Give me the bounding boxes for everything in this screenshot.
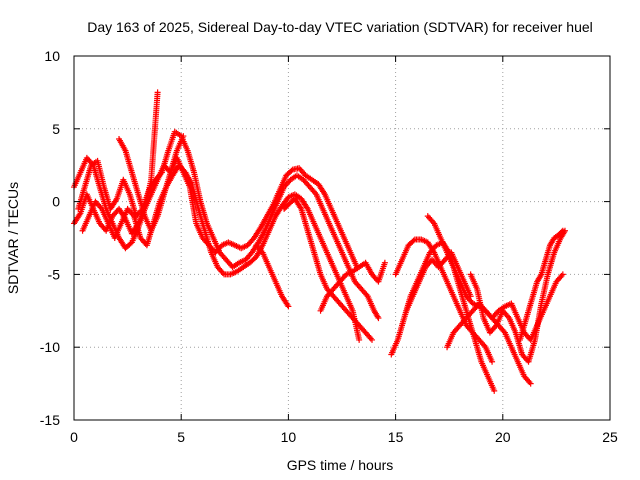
- y-tick-label: -5: [48, 266, 61, 282]
- data-point: [558, 228, 565, 235]
- x-axis-label: GPS time / hours: [287, 457, 394, 473]
- y-tick-label: 5: [52, 121, 60, 137]
- y-tick-label: -15: [40, 412, 60, 428]
- y-tick-label: 0: [52, 194, 60, 210]
- data-point: [559, 227, 566, 234]
- x-tick-label: 20: [495, 429, 511, 445]
- data-point: [467, 293, 474, 300]
- chart-title: Day 163 of 2025, Sidereal Day-to-day VTE…: [87, 19, 593, 35]
- series-track-5: [116, 133, 187, 234]
- y-axis-label: SDTVAR / TECUs: [5, 182, 21, 294]
- x-tick-label: 5: [177, 429, 185, 445]
- data-point: [375, 315, 382, 322]
- axis-ticks: 0 5 10 15 20 25 -15 -10 -5 0 5 10: [40, 48, 618, 445]
- data-point: [489, 358, 496, 365]
- data-point: [356, 336, 363, 343]
- data-point: [381, 259, 388, 266]
- x-tick-label: 10: [281, 429, 297, 445]
- x-tick-label: 0: [70, 429, 78, 445]
- data-point: [527, 380, 534, 387]
- data-point: [410, 237, 417, 244]
- data-point: [491, 387, 498, 394]
- x-tick-label: 25: [602, 429, 618, 445]
- data-point: [154, 89, 161, 96]
- series-track-8: [317, 259, 388, 314]
- plot-frame: [73, 55, 611, 421]
- data-points: [71, 89, 568, 394]
- grid: [74, 56, 610, 420]
- data-point: [559, 271, 566, 278]
- y-tick-label: 10: [44, 48, 60, 64]
- series-track-7: [253, 242, 292, 310]
- series-track-12: [403, 249, 474, 314]
- x-tick-label: 15: [388, 429, 404, 445]
- data-point: [285, 303, 292, 310]
- y-tick-label: -10: [40, 339, 60, 355]
- series-track-10: [392, 236, 496, 365]
- series-track-15: [516, 227, 566, 343]
- data-point: [180, 133, 187, 140]
- data-point: [369, 336, 376, 343]
